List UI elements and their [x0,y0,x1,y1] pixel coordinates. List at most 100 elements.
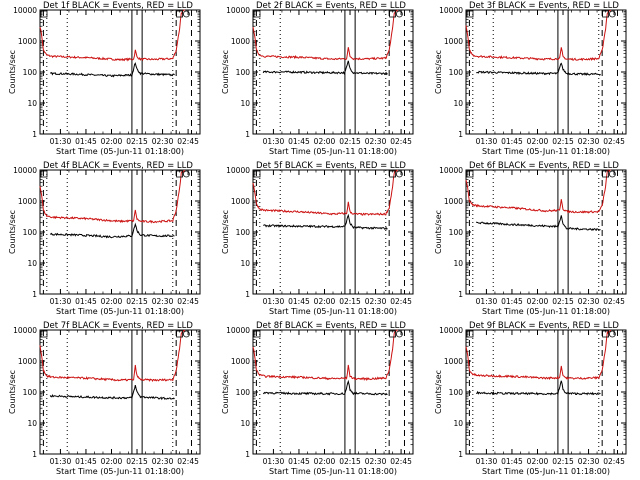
x-tick-label: 02:00 [527,137,549,146]
y-tick-label: 1000 [18,357,37,366]
series-line-events [262,60,388,76]
x-tick-label: 02:00 [314,297,336,306]
corner-symbol [395,10,403,18]
chart-panel-5: Det 5f BLACK = Events, RED = LLD 1 10 100 10… [221,161,414,316]
x-axis-label: Start Time (05-Jun-11 01:18:00) [269,307,397,316]
chart-panel-8: Det 8f BLACK = Events, RED = LLD 1 10 100 10… [221,321,414,476]
x-axis-label: Start Time (05-Jun-11 01:18:00) [56,307,184,316]
x-axis-label: Start Time (05-Jun-11 01:18:00) [269,467,397,476]
chart-title: Det 5f BLACK = Events, RED = LLD [256,161,406,171]
y-tick-label: 1000 [231,357,250,366]
x-axis-label: Start Time (05-Jun-11 01:18:00) [482,467,610,476]
y-tick-label: 1 [458,450,463,459]
x-tick-label: 02:30 [152,457,174,466]
y-tick-label: 100 [236,68,251,77]
x-tick-label: 02:30 [578,457,600,466]
x-tick-label: 02:30 [152,137,174,146]
y-axis-label: Counts/sec [221,50,230,94]
corner-symbol [182,170,190,178]
corner-symbol [602,170,609,178]
x-tick-label: 01:30 [50,457,72,466]
y-tick-label: 10000 [13,6,37,15]
x-axis-label: Start Time (05-Jun-11 01:18:00) [482,307,610,316]
y-tick-label: 10000 [439,326,463,335]
y-tick-label: 10 [453,419,463,428]
chart-panel-9: Det 9f BLACK = Events, RED = LLD 1 10 100 10… [434,321,627,476]
x-tick-label: 02:30 [365,137,387,146]
x-axis-label: Start Time (05-Jun-11 01:18:00) [269,147,397,156]
y-tick-label: 1000 [18,197,37,206]
x-tick-label: 01:45 [501,457,523,466]
y-tick-label: 10 [27,99,37,108]
chart-title: Det 2f BLACK = Events, RED = LLD [256,1,406,11]
y-tick-label: 10 [240,259,250,268]
x-tick-label: 02:15 [339,457,361,466]
corner-symbol [253,330,261,338]
x-tick-label: 01:45 [288,297,310,306]
x-tick-label: 01:45 [501,297,523,306]
x-tick-label: 02:30 [365,297,387,306]
x-tick-label: 02:45 [390,137,412,146]
x-tick-label: 02:15 [552,457,574,466]
x-tick-label: 02:00 [101,457,123,466]
chart-title: Det 8f BLACK = Events, RED = LLD [256,321,406,331]
y-tick-label: 100 [23,388,38,397]
chart-title: Det 1f BLACK = Events, RED = LLD [43,1,193,11]
x-tick-label: 02:00 [527,297,549,306]
series-line-lld [39,329,186,382]
chart-panel-4: Det 4f BLACK = Events, RED = LLD 1 10 100 10… [8,161,201,316]
series-line-events [476,62,601,76]
series-line-events [475,215,601,232]
y-axis-label: Counts/sec [221,210,230,254]
y-tick-label: 100 [236,228,251,237]
chart-panel-3: Det 3f BLACK = Events, RED = LLD 1 10 100 10… [434,1,627,156]
corner-symbol [602,330,609,338]
corner-symbol [608,330,616,338]
x-tick-label: 02:00 [314,457,336,466]
y-tick-label: 1 [32,450,37,459]
x-tick-label: 01:30 [50,137,72,146]
x-tick-label: 01:30 [476,297,498,306]
y-tick-label: 1000 [444,197,463,206]
y-tick-label: 10 [240,419,250,428]
series-line-lld [465,9,612,62]
x-tick-label: 02:00 [314,137,336,146]
corner-symbol [608,170,616,178]
y-tick-label: 1 [32,130,37,139]
corner-symbol [176,10,183,18]
x-tick-label: 01:45 [75,457,97,466]
y-axis-label: Counts/sec [434,370,443,414]
x-tick-label: 02:45 [603,297,625,306]
y-tick-label: 10 [453,259,463,268]
chart-title: Det 9f BLACK = Events, RED = LLD [469,321,619,331]
corner-symbol [389,330,396,338]
y-tick-label: 1000 [231,197,250,206]
x-tick-label: 02:00 [101,137,123,146]
x-tick-label: 02:30 [578,137,600,146]
corner-symbol [395,330,403,338]
y-tick-label: 1000 [444,37,463,46]
corner-symbol [389,10,396,18]
chart-panel-6: Det 6f BLACK = Events, RED = LLD 1 10 100 10… [434,161,627,316]
corner-symbol [253,10,261,18]
x-tick-label: 01:30 [476,457,498,466]
x-axis-label: Start Time (05-Jun-11 01:18:00) [56,147,184,156]
x-tick-label: 02:45 [390,297,412,306]
chart-panel-1: Det 1f BLACK = Events, RED = LLD 1 10 100 10… [8,1,201,156]
y-tick-label: 100 [23,68,38,77]
chart-title: Det 7f BLACK = Events, RED = LLD [43,321,193,331]
x-tick-label: 01:45 [501,137,523,146]
series-line-events [263,213,388,230]
y-axis-label: Counts/sec [8,370,17,414]
chart-title: Det 6f BLACK = Events, RED = LLD [469,161,619,171]
series-line-lld [39,169,186,224]
x-tick-label: 01:45 [75,297,97,306]
x-tick-label: 01:45 [288,457,310,466]
y-tick-label: 10000 [226,326,250,335]
y-tick-label: 10 [240,99,250,108]
x-tick-label: 02:45 [390,457,412,466]
y-axis-label: Counts/sec [8,210,17,254]
x-axis-label: Start Time (05-Jun-11 01:18:00) [482,147,610,156]
corner-symbol [466,170,474,178]
x-tick-label: 01:30 [476,137,498,146]
